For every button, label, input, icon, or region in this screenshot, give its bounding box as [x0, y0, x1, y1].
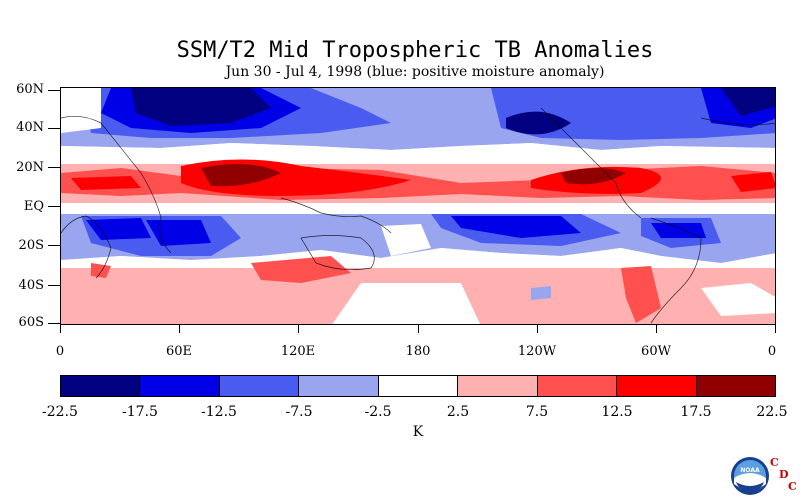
chart-subtitle: Jun 30 - Jul 4, 1998 (blue: positive moi…	[225, 64, 605, 80]
x-tick	[656, 325, 657, 333]
colorbar-swatch	[458, 376, 538, 396]
colorbar-label: 7.5	[525, 404, 549, 420]
noaa-text: NOAA	[740, 467, 760, 474]
noaa-logo-icon: NOAA	[731, 457, 769, 495]
colorbar-label: -2.5	[364, 404, 392, 420]
colorbar-swatch	[378, 376, 459, 396]
y-tick	[48, 90, 60, 91]
colorbar-label: 12.5	[601, 404, 633, 420]
colorbar-swatch	[299, 376, 379, 396]
y-tick-label: 40N	[16, 120, 44, 135]
x-tick	[418, 325, 419, 333]
colorbar-swatch	[537, 376, 618, 396]
y-tick-label: 60N	[16, 82, 44, 97]
x-tick-label: 0	[55, 344, 65, 359]
y-tick	[48, 285, 60, 286]
y-tick	[48, 206, 60, 207]
x-tick	[537, 325, 538, 333]
x-tick	[298, 325, 299, 333]
colorbar-label: -12.5	[201, 404, 237, 420]
y-tick-label: 20N	[16, 160, 44, 175]
x-tick-label: 180	[405, 344, 431, 359]
x-tick	[775, 325, 776, 333]
y-tick-label: 40S	[18, 278, 44, 293]
colorbar-swatch	[219, 376, 300, 396]
coastlines	[61, 107, 775, 324]
anomaly-field	[61, 88, 775, 324]
cdc-letter: D	[779, 468, 789, 481]
units-label: K	[412, 424, 424, 440]
x-tick-label: 60W	[641, 344, 671, 359]
colorbar-label: 22.5	[756, 404, 788, 420]
x-tick	[179, 325, 180, 333]
colorbar-swatch	[61, 376, 141, 396]
cdc-letter: C	[788, 480, 797, 493]
anomaly-map	[60, 87, 776, 325]
color-bar	[60, 375, 776, 397]
x-tick-label: 60E	[165, 344, 193, 359]
chart-title: SSM/T2 Mid Tropospheric TB Anomalies	[176, 38, 654, 63]
x-tick	[60, 325, 61, 333]
y-tick	[48, 167, 60, 168]
y-tick-label: 20S	[18, 238, 44, 253]
y-tick	[48, 245, 60, 246]
y-tick	[48, 323, 60, 324]
colorbar-swatch	[140, 376, 220, 396]
colorbar-swatch	[696, 376, 775, 396]
colorbar-label: -22.5	[42, 404, 78, 420]
y-tick-label: 60S	[18, 315, 44, 330]
y-tick	[48, 128, 60, 129]
colorbar-swatch	[617, 376, 697, 396]
cdc-letter: C	[770, 456, 779, 469]
y-tick-label: EQ	[23, 199, 44, 214]
colorbar-label: -7.5	[285, 404, 313, 420]
x-tick-label: 120E	[280, 344, 316, 359]
colorbar-label: 2.5	[446, 404, 470, 420]
colorbar-label: 17.5	[680, 404, 712, 420]
x-tick-label: 0	[767, 344, 777, 359]
x-tick-label: 120W	[517, 344, 557, 359]
colorbar-label: -17.5	[122, 404, 158, 420]
